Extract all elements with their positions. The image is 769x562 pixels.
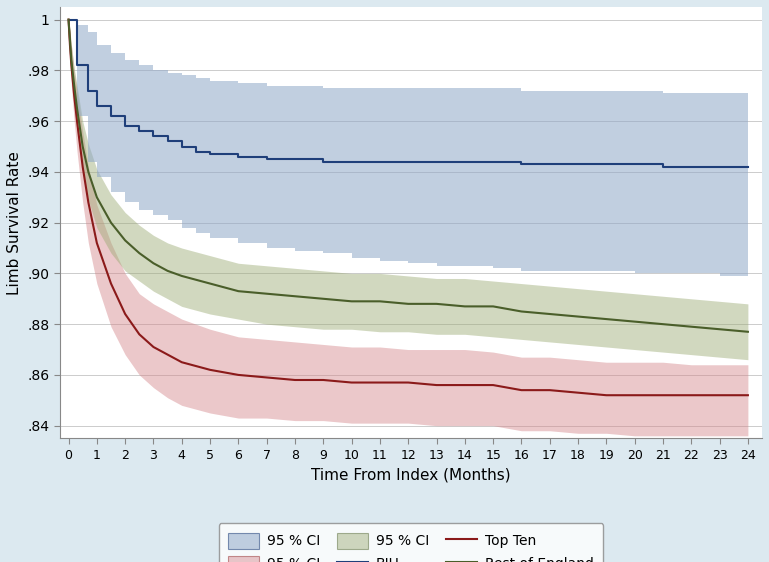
X-axis label: Time From Index (Months): Time From Index (Months) — [311, 468, 511, 482]
Legend: 95 % CI, 95 % CI, 95 % CI, BIU, Top Ten, Rest of England: 95 % CI, 95 % CI, 95 % CI, BIU, Top Ten,… — [218, 523, 604, 562]
Y-axis label: Limb Survival Rate: Limb Survival Rate — [7, 151, 22, 294]
